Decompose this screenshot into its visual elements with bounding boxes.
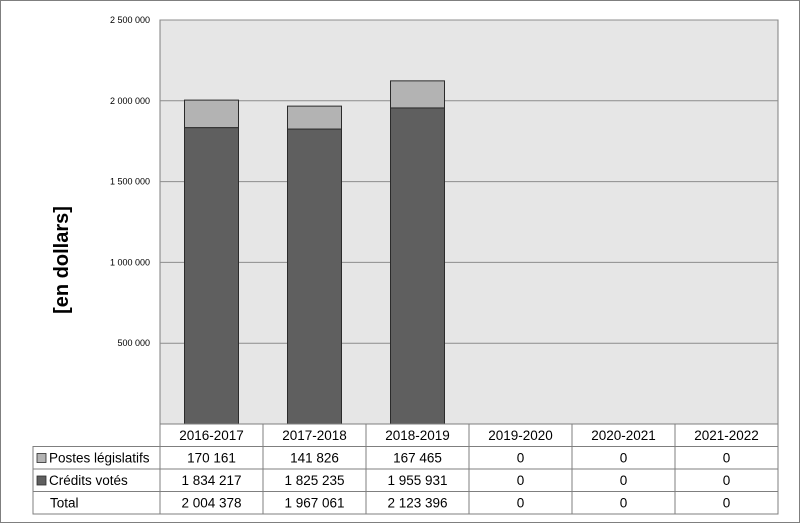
- x-tick-label: 2019-2020: [488, 428, 553, 443]
- data-label: 1 825 235: [284, 473, 344, 488]
- bar-credits-votes: [184, 127, 239, 425]
- data-label: 167 465: [393, 451, 442, 466]
- legend-label: Crédits votés: [49, 473, 128, 488]
- data-label: 2 004 378: [181, 496, 241, 511]
- x-tick-label: 2017-2018: [282, 428, 347, 443]
- data-label: 0: [517, 473, 525, 488]
- bar-credits-votes: [287, 128, 342, 425]
- data-label: 170 161: [187, 451, 236, 466]
- data-label: 0: [517, 451, 525, 466]
- legend-label: Postes législatifs: [49, 451, 150, 466]
- y-tick-label: 2 000 000: [110, 96, 150, 106]
- legend-swatch: [36, 453, 47, 463]
- data-label: 0: [620, 473, 628, 488]
- data-label: 0: [620, 451, 628, 466]
- data-label: 0: [723, 496, 731, 511]
- data-label: 1 955 931: [387, 473, 447, 488]
- data-label: 1 834 217: [181, 473, 241, 488]
- data-label: 0: [723, 473, 731, 488]
- legend-swatch: [36, 475, 47, 486]
- bar-postes-legislatifs: [184, 99, 239, 129]
- y-tick-label: 2 500 000: [110, 15, 150, 25]
- data-label: 0: [723, 451, 731, 466]
- y-axis-label: [en dollars]: [51, 206, 73, 314]
- bar-credits-votes: [390, 107, 445, 425]
- x-tick-label: 2018-2019: [385, 428, 450, 443]
- bar-postes-legislatifs: [390, 80, 445, 109]
- data-label: 141 826: [290, 451, 339, 466]
- x-tick-label: 2020-2021: [591, 428, 656, 443]
- plot-area: [159, 19, 779, 425]
- data-label: 0: [517, 496, 525, 511]
- data-label: 2 123 396: [387, 496, 447, 511]
- x-tick-label: 2021-2022: [694, 428, 759, 443]
- y-tick-label: 1 500 000: [110, 177, 150, 187]
- data-label: 0: [620, 496, 628, 511]
- y-tick-label: 500 000: [117, 338, 150, 348]
- legend-label: Total: [50, 496, 79, 511]
- data-label: 1 967 061: [284, 496, 344, 511]
- x-tick-label: 2016-2017: [179, 428, 244, 443]
- y-tick-label: 1 000 000: [110, 257, 150, 267]
- bar-postes-legislatifs: [287, 105, 342, 130]
- table-cell: [674, 491, 779, 515]
